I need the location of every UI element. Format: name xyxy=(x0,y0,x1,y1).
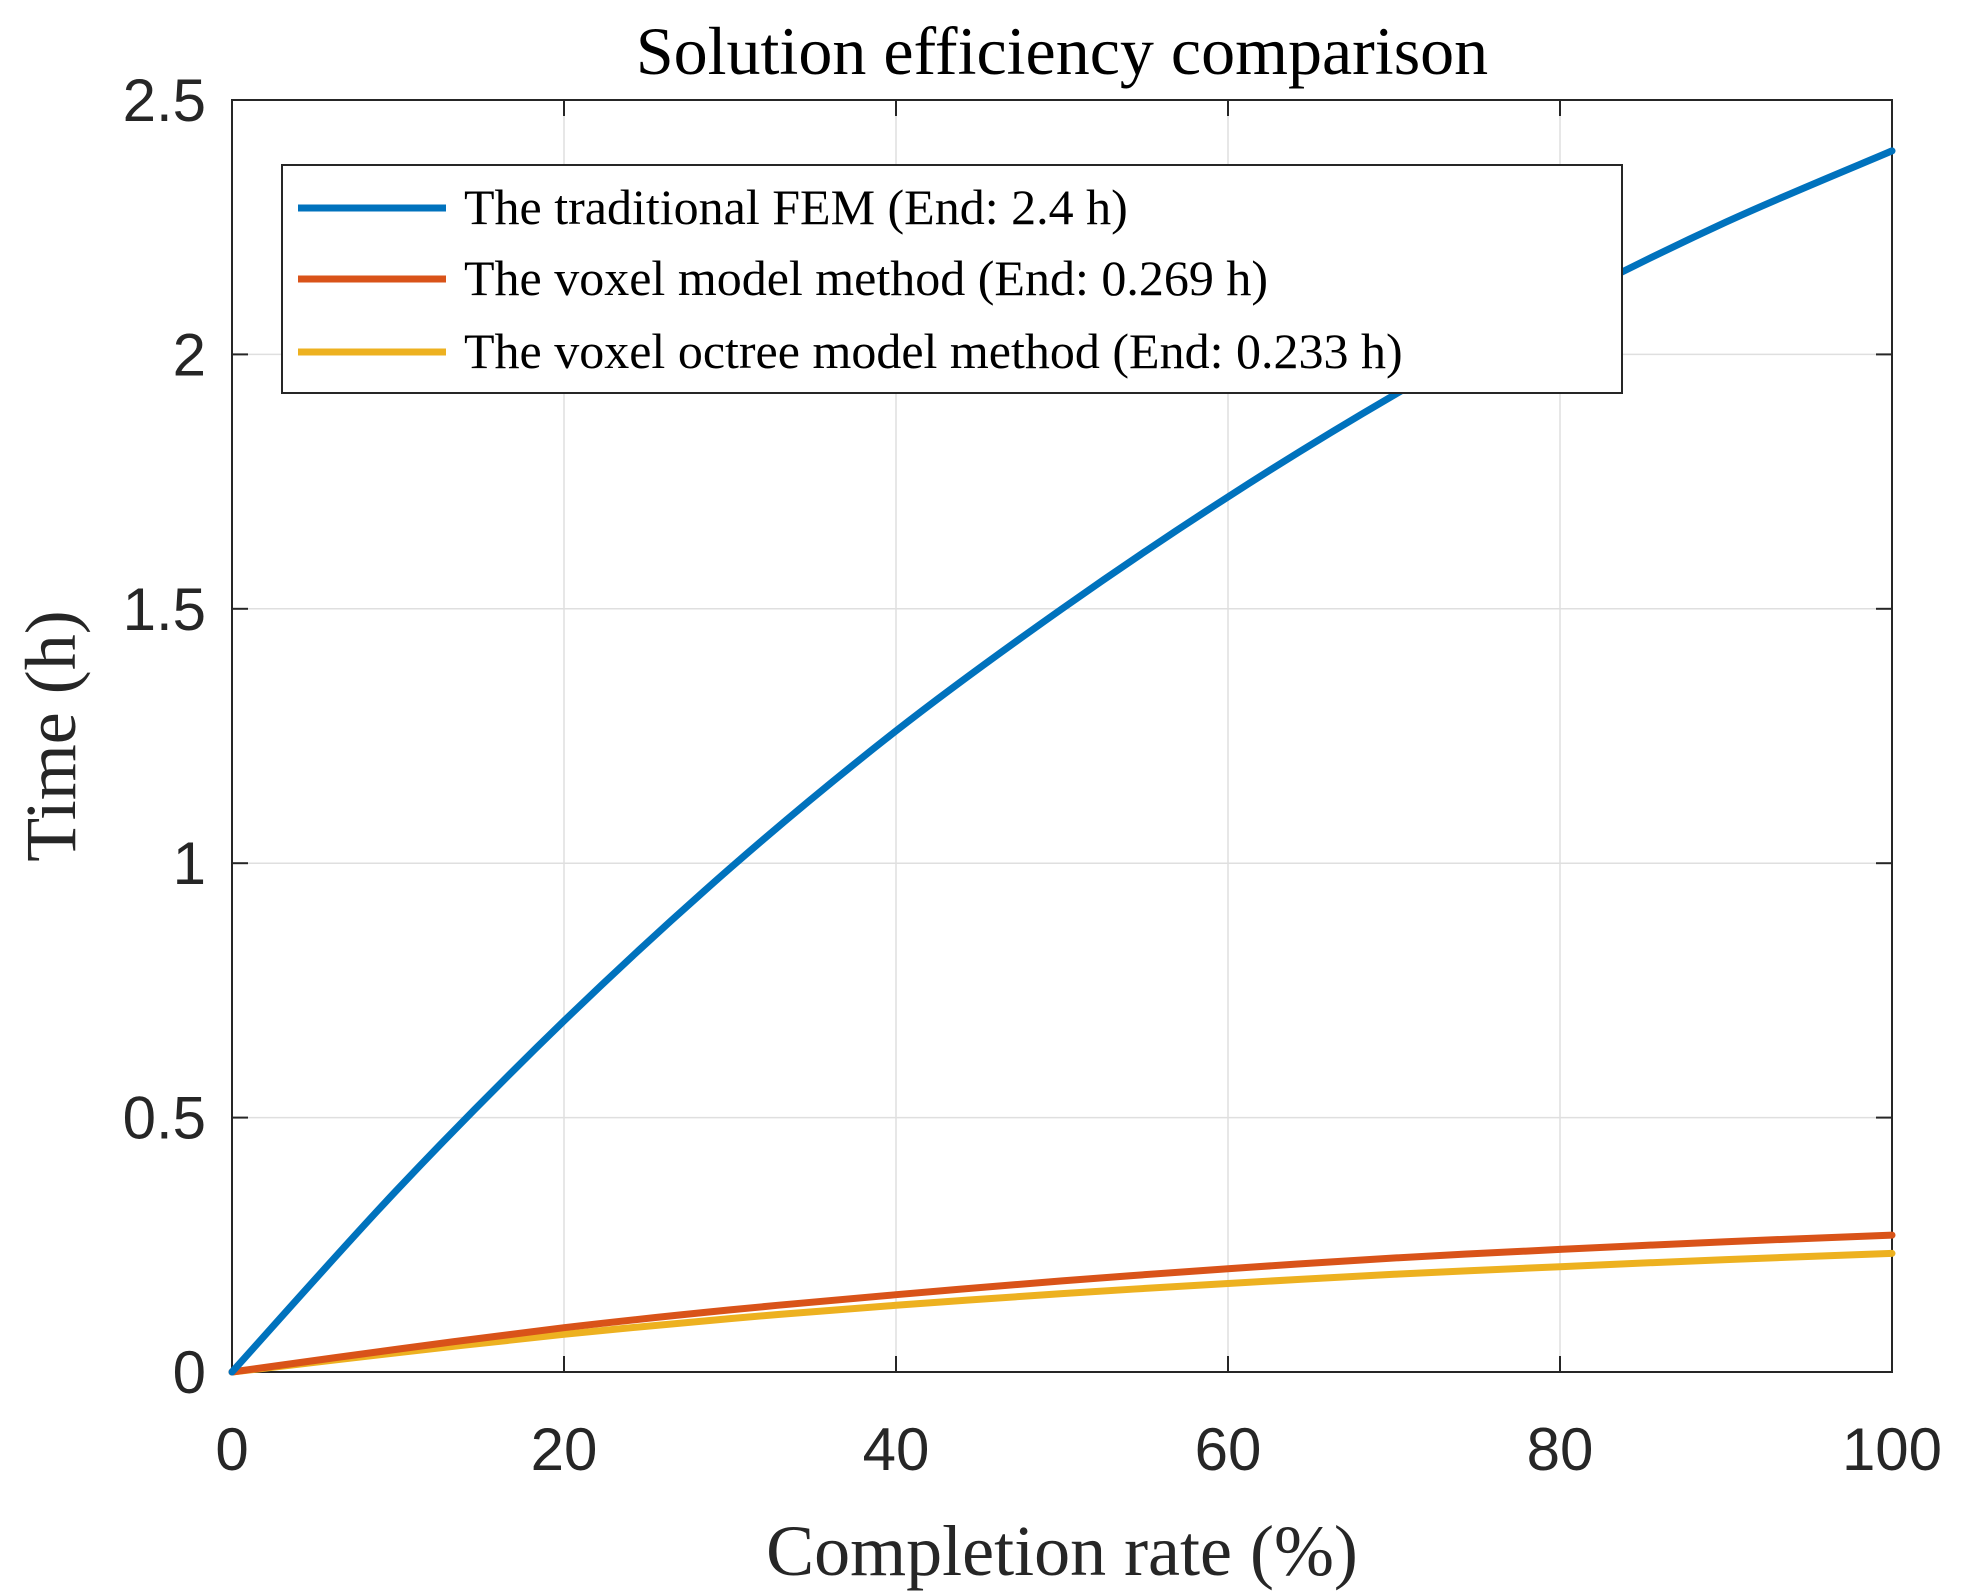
y-tick-label: 2.5 xyxy=(123,67,206,134)
x-tick-label: 100 xyxy=(1842,1416,1942,1483)
legend-label-fem: The traditional FEM (End: 2.4 h) xyxy=(464,179,1128,235)
y-tick-label: 0 xyxy=(173,1339,206,1406)
x-tick-label: 0 xyxy=(215,1416,248,1483)
y-tick-label: 0.5 xyxy=(123,1085,206,1152)
chart-title: Solution efficiency comparison xyxy=(636,13,1488,89)
legend: The traditional FEM (End: 2.4 h) The vox… xyxy=(281,164,1623,394)
x-tick-label: 80 xyxy=(1527,1416,1594,1483)
legend-label-voxel-octree: The voxel octree model method (End: 0.23… xyxy=(464,323,1403,379)
tick-layer: 0 20 40 60 80 100 0 0.5 1 1.5 2 2.5 xyxy=(123,67,1942,1483)
y-tick-label: 1.5 xyxy=(123,576,206,643)
series-line-voxel-octree xyxy=(228,1249,1896,1376)
x-tick-label: 60 xyxy=(1195,1416,1262,1483)
legend-label-voxel: The voxel model method (End: 0.269 h) xyxy=(464,250,1268,306)
y-tick-label: 2 xyxy=(173,321,206,388)
y-tick-label: 1 xyxy=(173,830,206,897)
legend-box xyxy=(281,164,1623,394)
x-tick-label: 40 xyxy=(863,1416,930,1483)
x-axis-label: Completion rate (%) xyxy=(766,1511,1358,1591)
series-line-voxel xyxy=(228,1231,1896,1376)
plot-frame xyxy=(231,99,1893,1373)
y-axis-label: Time (h) xyxy=(11,610,91,861)
x-tick-label: 20 xyxy=(531,1416,598,1483)
